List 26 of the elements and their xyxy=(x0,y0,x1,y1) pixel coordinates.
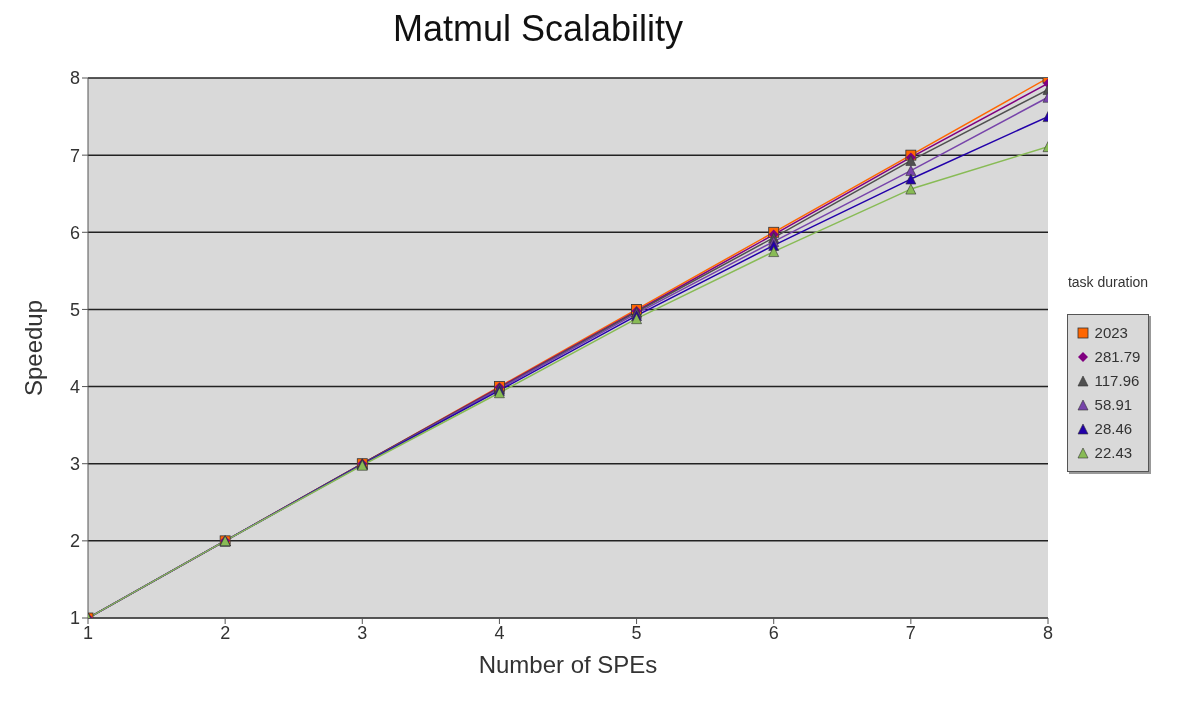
x-tick-label: 3 xyxy=(357,622,368,643)
x-tick-label: 8 xyxy=(1042,622,1054,643)
chart-title: Matmul Scalability xyxy=(391,8,685,51)
legend-label: 2023 xyxy=(1094,323,1128,343)
legend-label: 22.43 xyxy=(1094,443,1133,463)
legend-title: task duration xyxy=(1066,274,1150,290)
y-tick-label: 6 xyxy=(69,222,80,243)
y-tick-label: 7 xyxy=(69,145,80,166)
x-axis-title: Number of SPEs xyxy=(478,651,658,678)
legend-label: 117.96 xyxy=(1094,371,1140,391)
x-tick-label: 2 xyxy=(220,622,231,643)
y-tick-label: 5 xyxy=(69,299,80,320)
y-axis-title: Speedup xyxy=(19,299,47,397)
y-tick-label: 3 xyxy=(69,454,80,475)
y-tick-label: 8 xyxy=(69,68,80,89)
x-tick-label: 4 xyxy=(494,622,505,643)
legend-label: 58.91 xyxy=(1094,395,1133,415)
y-tick-label: 1 xyxy=(69,608,80,629)
x-tick-label: 1 xyxy=(82,622,94,643)
x-tick-label: 6 xyxy=(768,622,779,643)
y-tick-label: 4 xyxy=(69,376,80,397)
legend-label: 281.79 xyxy=(1094,347,1141,367)
x-tick-label: 5 xyxy=(631,622,642,643)
x-tick-label: 7 xyxy=(905,622,916,643)
legend-label: 28.46 xyxy=(1094,419,1133,439)
y-tick-label: 2 xyxy=(69,531,80,552)
